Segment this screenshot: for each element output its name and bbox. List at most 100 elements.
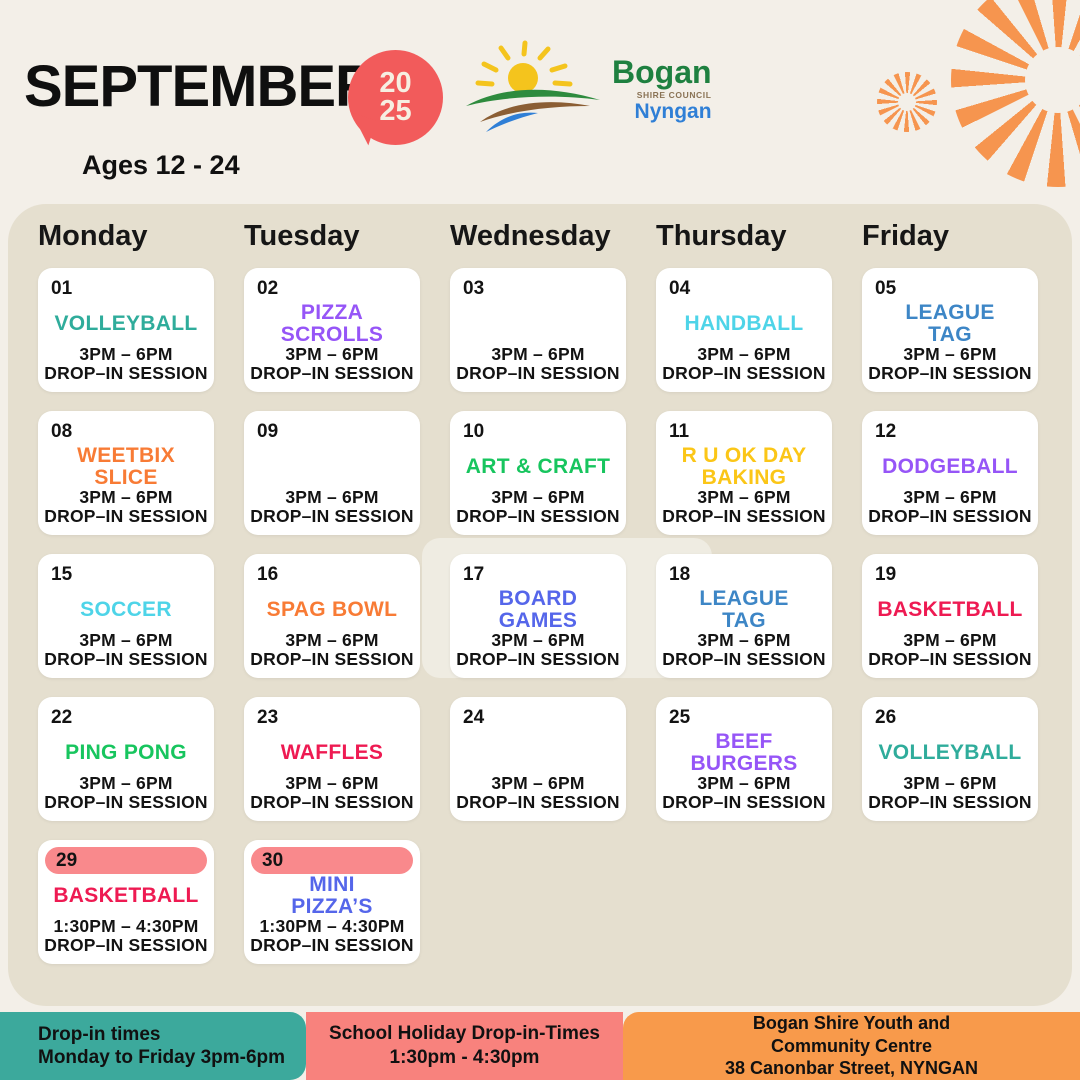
calendar-panel: Monday Tuesday Wednesday Thursday Friday… [8,204,1072,1006]
cell-date: 30 [262,849,284,871]
cell-time-range: 3PM – 6PM [285,487,379,508]
year-bottom: 25 [379,94,412,127]
day-header-thursday: Thursday [656,220,787,252]
cell-activity: WAFFLES [280,740,384,764]
cell-activity: PING PONG [65,740,187,764]
calendar-cell-18: 18 LEAGUE TAG 3PM – 6PM DROP–IN SESSION [656,554,832,678]
cell-time-range: 3PM – 6PM [491,344,585,365]
cell-time: 3PM – 6PM DROP–IN SESSION [656,631,832,669]
cell-time: 3PM – 6PM DROP–IN SESSION [862,345,1038,383]
month-title: SEPTEMBER [24,54,377,119]
cell-time: 3PM – 6PM DROP–IN SESSION [244,774,420,812]
cell-time-label: DROP–IN SESSION [44,649,208,670]
cell-activity: VOLLEYBALL [878,740,1022,764]
cell-date-row: 11 [663,418,825,445]
footer-dropin-times: Drop-in times Monday to Friday 3pm-6pm [0,1012,306,1080]
cell-date: 24 [463,706,485,728]
calendar-cell-25: 25 BEEF BURGERS 3PM – 6PM DROP–IN SESSIO… [656,697,832,821]
cell-time: 3PM – 6PM DROP–IN SESSION [450,631,626,669]
cell-time-range: 3PM – 6PM [285,630,379,651]
cell-date-row: 02 [251,275,413,302]
cell-time-label: DROP–IN SESSION [44,935,208,956]
cell-date: 02 [257,277,279,299]
footer-holiday-line1: School Holiday Drop-in-Times [329,1023,600,1045]
calendar-cell-23: 23 WAFFLES 3PM – 6PM DROP–IN SESSION [244,697,420,821]
cell-time: 3PM – 6PM DROP–IN SESSION [38,345,214,383]
calendar-cell-03: 03 3PM – 6PM DROP–IN SESSION [450,268,626,392]
cell-time: 3PM – 6PM DROP–IN SESSION [244,631,420,669]
cell-time-range: 3PM – 6PM [903,344,997,365]
cell-date-row: 18 [663,561,825,588]
cell-time-label: DROP–IN SESSION [662,792,826,813]
cell-time: 3PM – 6PM DROP–IN SESSION [38,774,214,812]
cell-time-range: 3PM – 6PM [285,773,379,794]
calendar-cell-22: 22 PING PONG 3PM – 6PM DROP–IN SESSION [38,697,214,821]
cell-time-label: DROP–IN SESSION [44,506,208,527]
logo-name: Bogan [612,54,712,90]
logo-subtitle: SHIRE COUNCIL [636,90,712,100]
cell-activity: BASKETBALL [877,597,1023,621]
calendar-cell-04: 04 HANDBALL 3PM – 6PM DROP–IN SESSION [656,268,832,392]
cell-time: 3PM – 6PM DROP–IN SESSION [656,345,832,383]
cell-activity: BEEF BURGERS [690,730,798,775]
cell-date-row: 22 [45,704,207,731]
cell-date: 18 [669,563,691,585]
sun-hills-river-icon [466,40,600,132]
cell-activity [244,445,420,488]
calendar-cell-17: 17 BOARD GAMES 3PM – 6PM DROP–IN SESSION [450,554,626,678]
cell-time-range: 3PM – 6PM [697,344,791,365]
cell-date-row: 12 [869,418,1031,445]
sunburst-small-icon [877,72,937,132]
footer-venue: Bogan Shire Youth and Community Centre 3… [623,1012,1080,1080]
day-header-tuesday: Tuesday [244,220,360,252]
footer-holiday-line2: 1:30pm - 4:30pm [389,1047,540,1068]
calendar-cell-19: 19 BASKETBALL 3PM – 6PM DROP–IN SESSION [862,554,1038,678]
cell-date-row: 23 [251,704,413,731]
cell-date: 04 [669,277,691,299]
cell-activity: ART & CRAFT [465,454,611,478]
cell-activity: PIZZA SCROLLS [280,301,384,346]
cell-time-range: 3PM – 6PM [491,487,585,508]
cell-time: 1:30PM – 4:30PM DROP–IN SESSION [38,917,214,955]
cell-time-label: DROP–IN SESSION [250,363,414,384]
cell-date: 22 [51,706,73,728]
cell-time-label: DROP–IN SESSION [250,792,414,813]
cell-date: 01 [51,277,73,299]
cell-time: 3PM – 6PM DROP–IN SESSION [244,488,420,526]
cell-date-row: 03 [457,275,619,302]
calendar-cell-10: 10 ART & CRAFT 3PM – 6PM DROP–IN SESSION [450,411,626,535]
cell-time: 3PM – 6PM DROP–IN SESSION [450,488,626,526]
cell-activity: DODGEBALL [882,454,1018,478]
cell-date-row: 05 [869,275,1031,302]
year-top: 20 [379,66,412,99]
cell-date: 15 [51,563,73,585]
cell-date-row: 08 [45,418,207,445]
cell-time-label: DROP–IN SESSION [250,649,414,670]
cell-time-range: 3PM – 6PM [697,630,791,651]
calendar-cell-16: 16 SPAG BOWL 3PM – 6PM DROP–IN SESSION [244,554,420,678]
cell-time-label: DROP–IN SESSION [456,506,620,527]
cell-activity [450,731,626,774]
calendar-cell-02: 02 PIZZA SCROLLS 3PM – 6PM DROP–IN SESSI… [244,268,420,392]
cell-activity: R U OK DAY BAKING [681,444,807,489]
cell-date: 16 [257,563,279,585]
cell-time-label: DROP–IN SESSION [250,935,414,956]
cell-date: 08 [51,420,73,442]
cell-activity: LEAGUE TAG [699,587,789,632]
logo-text: Bogan SHIRE COUNCIL Nyngan [612,40,712,145]
cell-date: 19 [875,563,897,585]
calendar-cell-26: 26 VOLLEYBALL 3PM – 6PM DROP–IN SESSION [862,697,1038,821]
ages-label: Ages 12 - 24 [82,150,240,180]
cell-time-label: DROP–IN SESSION [868,792,1032,813]
cell-time-range: 3PM – 6PM [491,773,585,794]
cell-time-range: 3PM – 6PM [697,487,791,508]
footer-bar: Drop-in times Monday to Friday 3pm-6pm S… [0,1012,1080,1080]
cell-date-row: 04 [663,275,825,302]
cell-time: 3PM – 6PM DROP–IN SESSION [862,631,1038,669]
cell-date-row: 30 [251,847,413,874]
cell-time-range: 3PM – 6PM [79,344,173,365]
logo-town: Nyngan [634,100,712,123]
cell-date-row: 17 [457,561,619,588]
cell-date: 25 [669,706,691,728]
